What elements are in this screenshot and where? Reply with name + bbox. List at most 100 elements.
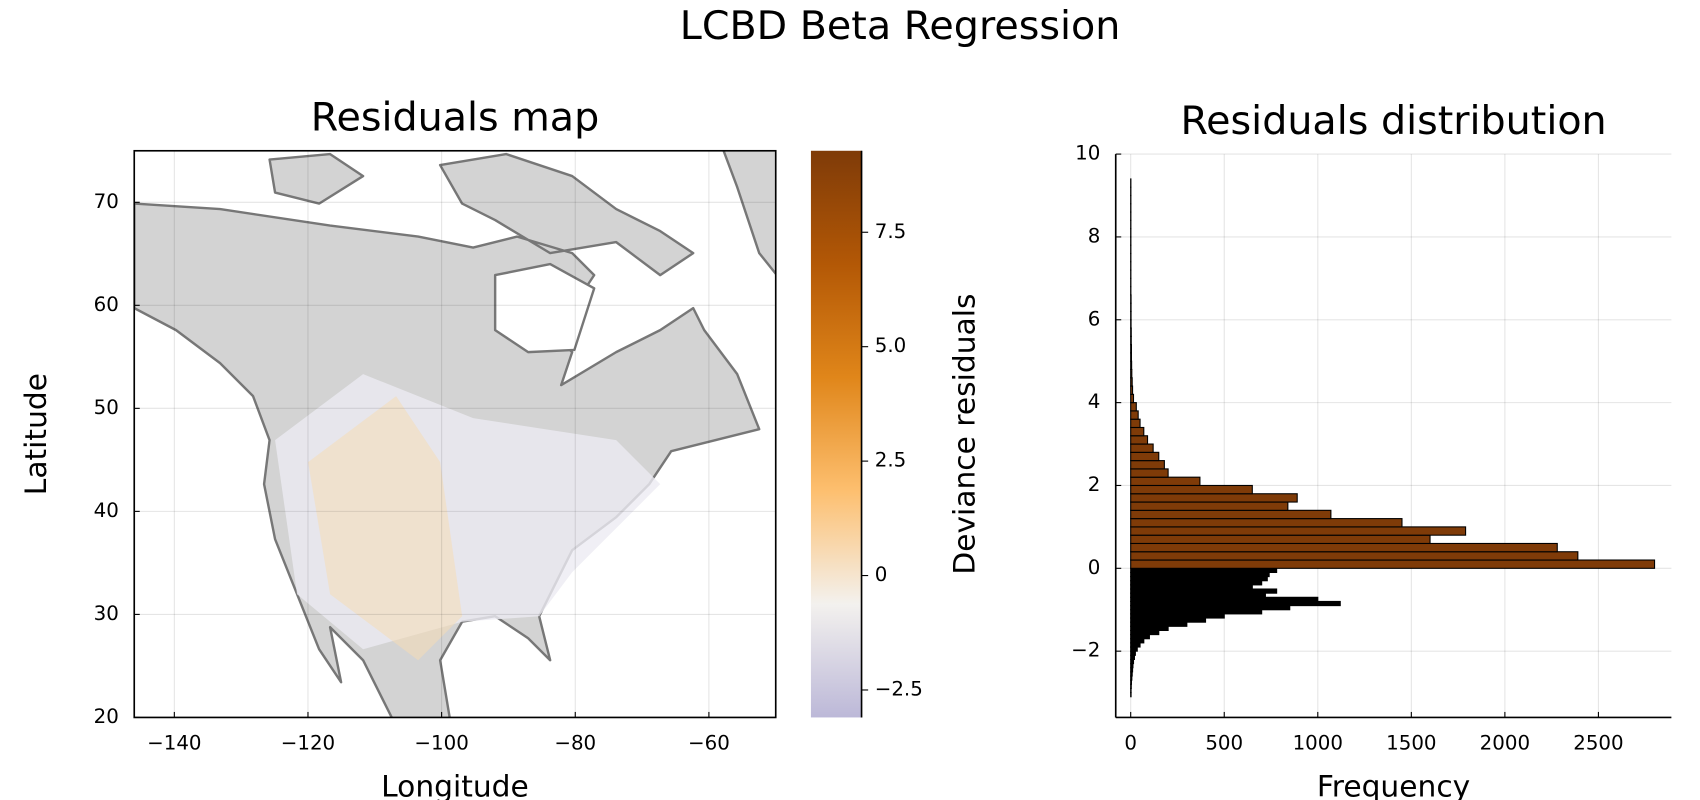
y-tick-label: 70 bbox=[94, 190, 119, 213]
histogram-bar bbox=[1130, 493, 1298, 503]
histogram-bar bbox=[1130, 617, 1207, 623]
x-tick-label: 500 bbox=[1205, 731, 1243, 754]
histogram-bar bbox=[1130, 605, 1291, 611]
histogram-bar bbox=[1130, 335, 1132, 346]
histogram-bar bbox=[1130, 460, 1165, 470]
histogram-bar bbox=[1130, 621, 1188, 627]
y-tick-label: 2 bbox=[1088, 473, 1101, 496]
x-tick-label: −80 bbox=[554, 731, 596, 754]
histogram-bar bbox=[1130, 476, 1201, 487]
histogram-bar bbox=[1130, 360, 1133, 371]
histogram-bar bbox=[1130, 377, 1133, 387]
colorbar-tick-label: 5.0 bbox=[875, 334, 906, 357]
histogram-bar bbox=[1130, 683, 1132, 689]
x-tick-label: 1000 bbox=[1293, 731, 1343, 754]
hudson-bay bbox=[493, 262, 596, 354]
histogram-bar bbox=[1130, 418, 1141, 429]
histogram-bar bbox=[1130, 551, 1579, 561]
histogram-bar bbox=[1130, 646, 1138, 652]
histogram-bar bbox=[1130, 352, 1132, 362]
y-tick-label: 0 bbox=[1088, 556, 1101, 579]
subplot-title: Residuals distribution bbox=[1180, 98, 1606, 144]
histogram-bar bbox=[1130, 675, 1133, 681]
histogram-bar bbox=[1130, 667, 1134, 673]
y-tick-label: −2 bbox=[1071, 639, 1100, 662]
y-tick-label: 30 bbox=[94, 602, 119, 625]
x-axis-label: Frequency bbox=[1317, 769, 1470, 800]
histogram-bar bbox=[1130, 638, 1145, 644]
histogram-bar bbox=[1130, 625, 1169, 632]
plot-frame bbox=[133, 149, 777, 719]
histogram-bar bbox=[1130, 596, 1319, 603]
residual-tint bbox=[308, 396, 463, 661]
x-tick-label: −140 bbox=[147, 731, 201, 754]
x-axis-label: Longitude bbox=[381, 769, 529, 800]
histogram-bar bbox=[1130, 567, 1278, 574]
x-tick-label: 2500 bbox=[1573, 731, 1623, 754]
histogram-bar bbox=[1130, 559, 1656, 569]
histogram-bar bbox=[1130, 663, 1134, 669]
histogram-bar bbox=[1130, 435, 1149, 445]
histogram-bar bbox=[1130, 671, 1133, 677]
colorbar-tick-label: 2.5 bbox=[875, 449, 906, 472]
histogram-bar bbox=[1130, 327, 1132, 337]
colorbar-label: Deviance residuals bbox=[948, 294, 983, 575]
histogram-bar bbox=[1130, 584, 1253, 590]
y-tick-label: 6 bbox=[1088, 307, 1101, 330]
histogram-bar bbox=[1130, 468, 1169, 478]
x-tick-label: −120 bbox=[281, 731, 335, 754]
colorbar bbox=[810, 150, 862, 718]
y-tick-label: 20 bbox=[94, 705, 119, 728]
y-tick-label: 10 bbox=[1075, 142, 1100, 165]
histogram-bar bbox=[1130, 509, 1332, 520]
histogram-bar bbox=[1130, 642, 1141, 648]
y-tick-label: 60 bbox=[94, 293, 119, 316]
histogram-bar bbox=[1130, 451, 1160, 462]
histogram-bar bbox=[1130, 393, 1135, 404]
histogram-bar bbox=[1130, 609, 1263, 615]
histogram-bar bbox=[1130, 368, 1133, 379]
histogram-bar bbox=[1130, 426, 1145, 437]
histogram-bar bbox=[1130, 588, 1278, 594]
x-tick-label: 2000 bbox=[1480, 731, 1530, 754]
histogram-bar bbox=[1130, 385, 1134, 395]
histogram-bar bbox=[1130, 613, 1225, 619]
histogram-bar bbox=[1130, 484, 1253, 495]
y-tick-label: 4 bbox=[1088, 390, 1101, 413]
colorbar-tick-label: −2.5 bbox=[875, 677, 923, 700]
histogram-bar bbox=[1130, 344, 1132, 354]
histogram-bar bbox=[1130, 501, 1289, 511]
x-tick-label: 0 bbox=[1124, 731, 1137, 754]
histogram-bar bbox=[1130, 534, 1431, 545]
histogram-bar bbox=[1130, 518, 1403, 528]
histogram-bar bbox=[1130, 634, 1150, 640]
histogram-bar bbox=[1130, 650, 1136, 656]
histogram-bar bbox=[1130, 580, 1263, 586]
histogram-bar bbox=[1130, 592, 1266, 598]
histogram-bar bbox=[1130, 571, 1270, 578]
histogram-bar bbox=[1130, 600, 1341, 607]
histogram-bar bbox=[1130, 542, 1558, 553]
x-tick-label: −60 bbox=[688, 731, 730, 754]
histogram-bar bbox=[1130, 629, 1160, 636]
figure-title: LCBD Beta Regression bbox=[680, 3, 1121, 49]
histogram-bar bbox=[1130, 526, 1467, 536]
histogram-bar bbox=[1130, 410, 1139, 420]
histogram-bar bbox=[1130, 443, 1154, 453]
histogram-bar bbox=[1130, 576, 1268, 582]
colorbar-tick-label: 0 bbox=[875, 563, 888, 586]
histogram-bar bbox=[1130, 654, 1135, 661]
x-tick-label: 1500 bbox=[1386, 731, 1436, 754]
y-tick-label: 50 bbox=[94, 396, 119, 419]
y-tick-label: 8 bbox=[1088, 224, 1101, 247]
subplot-title: Residuals map bbox=[311, 94, 600, 140]
histogram-bar bbox=[1130, 679, 1132, 685]
histogram-bar bbox=[1130, 402, 1137, 412]
y-tick-label: 40 bbox=[94, 499, 119, 522]
colorbar-tick-label: 7.5 bbox=[875, 220, 906, 243]
x-tick-label: −100 bbox=[414, 731, 468, 754]
map-land bbox=[134, 150, 776, 718]
histogram-bar bbox=[1130, 658, 1135, 665]
